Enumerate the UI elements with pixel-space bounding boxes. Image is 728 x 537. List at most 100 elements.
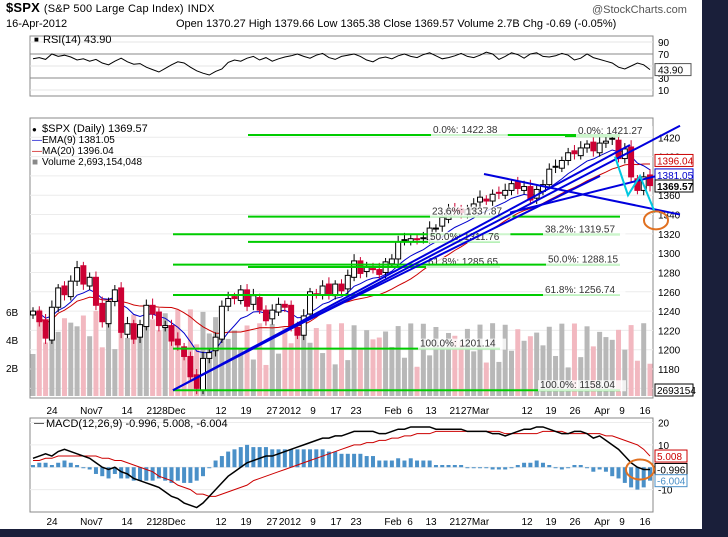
volume-bar	[74, 326, 80, 396]
volume-bar	[156, 330, 162, 396]
macd-hist-bar	[421, 460, 426, 468]
candle-body	[231, 296, 238, 300]
price-tick-label: 1260	[658, 288, 681, 299]
xaxis-label-bottom: 16	[639, 517, 651, 528]
price-candle	[244, 284, 251, 312]
macd-hist-bar	[270, 449, 275, 468]
price-tick-label: 1300	[658, 249, 681, 260]
volume-bar	[131, 314, 137, 396]
rsi-tick-label: 70	[658, 50, 670, 61]
volume-bar	[93, 310, 99, 396]
price-last-label: 1381.05	[657, 171, 694, 182]
volume-bar	[36, 309, 42, 396]
volume-bar	[181, 352, 187, 396]
xaxis-label-bottom: 2012	[279, 517, 302, 528]
brand-label: @StockCharts.com	[592, 4, 687, 16]
candle-body	[74, 267, 81, 282]
price-tick-label: 1320	[658, 230, 681, 241]
rsi-tick-label: 10	[658, 86, 670, 97]
macd-legend-marker: —	[34, 418, 44, 429]
rsi-legend-label: RSI(14) 43.90	[43, 34, 111, 46]
macd-hist-bar	[534, 460, 539, 468]
price-candle	[571, 145, 578, 160]
fib-label: 0.0%: 1421.27	[578, 126, 643, 137]
xaxis-label-bottom: 7	[97, 517, 103, 528]
macd-hist-bar	[125, 467, 130, 479]
volume-bar	[351, 325, 357, 396]
macd-hist-bar	[427, 460, 432, 468]
macd-hist-bar	[112, 467, 117, 474]
price-candle	[281, 300, 288, 313]
macd-hist-bar	[251, 447, 256, 468]
volume-bar	[553, 355, 559, 396]
candle-body	[369, 268, 376, 271]
price-legend-label: $SPX (Daily) 1369.57	[42, 123, 148, 135]
price-legend-label: MA(20) 1396.04	[42, 146, 114, 157]
candle-body	[143, 304, 150, 328]
volume-bar	[219, 337, 225, 396]
candle-body	[388, 258, 395, 265]
macd-hist-bar	[31, 465, 35, 468]
fib-label: 50.0%: 1288.15	[548, 255, 618, 266]
volume-bar	[508, 350, 514, 396]
price-candle	[502, 183, 509, 200]
candle-body	[628, 146, 635, 178]
fib-label-bg	[576, 126, 653, 138]
candle-body	[193, 374, 200, 389]
price-candle	[489, 189, 496, 206]
candle-body	[527, 186, 534, 201]
candle-body	[67, 280, 74, 298]
candle-body	[275, 303, 282, 313]
price-candle	[628, 140, 635, 183]
volume-bar	[496, 361, 502, 396]
volume-bar	[68, 322, 74, 396]
macd-hist-bar	[440, 465, 445, 468]
price-last-box	[654, 179, 694, 193]
price-last-label: 1396.04	[657, 156, 694, 167]
macd-hist-bar	[566, 467, 571, 469]
price-candle	[155, 308, 162, 332]
macd-hist-bar	[156, 467, 161, 479]
candle-body	[590, 141, 597, 152]
xaxis-label-mid: 27Mar	[461, 406, 490, 417]
macd-hist-bar	[326, 451, 331, 468]
candle-body	[168, 325, 175, 342]
candle-body	[99, 302, 106, 323]
fib-label-bg	[430, 206, 513, 218]
volume-bar	[452, 335, 458, 396]
price-candle	[256, 293, 263, 314]
volume-bar	[534, 332, 540, 396]
macd-hist-bar	[610, 467, 615, 477]
fib-label: 38.2%: 1319.57	[545, 224, 615, 235]
price-candle	[546, 163, 553, 190]
macd-hist-bar	[597, 467, 602, 470]
price-candle	[42, 314, 49, 344]
price-tick-label: 1360	[658, 191, 681, 202]
xaxis-label-mid: 21	[449, 406, 461, 417]
fib-label-bg	[543, 224, 626, 236]
candle-body	[61, 285, 68, 296]
macd-hist-bar	[490, 467, 495, 470]
macd-hist-bar	[62, 460, 67, 468]
volume-bar	[307, 342, 313, 396]
candle-body	[137, 324, 144, 338]
macd-last-box	[654, 449, 688, 463]
rsi-tick-label: 30	[658, 74, 670, 85]
price-candle	[307, 287, 314, 320]
macd-hist-bar	[245, 444, 250, 468]
price-candle	[275, 297, 282, 316]
volume-bar	[395, 326, 401, 396]
volume-bar	[427, 355, 433, 396]
macd-hist-bar	[522, 462, 527, 468]
volume-bar	[515, 329, 521, 396]
volume-bar	[332, 364, 338, 396]
macd-hist-bar	[402, 460, 407, 468]
volume-bar	[590, 346, 596, 396]
fib-label-bg	[431, 125, 508, 137]
xaxis-label-mid: 7	[97, 406, 103, 417]
candle-body	[212, 336, 219, 352]
candle-body	[244, 289, 251, 307]
candle-body	[325, 283, 332, 295]
macd-hist-bar	[144, 467, 149, 481]
